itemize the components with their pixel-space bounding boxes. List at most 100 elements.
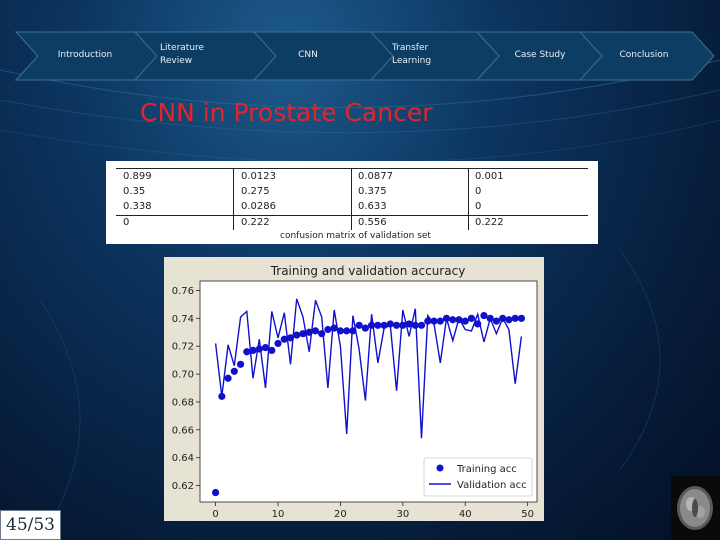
table-row: 0.899 0.0123 0.0877 0.001	[106, 171, 598, 184]
data-point-training	[318, 330, 326, 338]
table-cell: 0.35	[123, 186, 146, 197]
data-point-training	[343, 327, 351, 335]
column-divider	[351, 168, 352, 230]
table-top-rule	[116, 168, 588, 169]
data-point-training	[374, 321, 382, 329]
data-point-training	[430, 317, 438, 325]
series-line-validation	[214, 298, 523, 439]
y-tick-label: 0.66	[172, 425, 194, 436]
data-point-training	[449, 316, 457, 324]
table-cell: 0.0286	[241, 201, 276, 212]
data-point-training	[411, 321, 419, 329]
chart-title: Training and validation accuracy	[270, 264, 466, 278]
data-point-training	[517, 314, 525, 322]
data-point-training	[243, 348, 251, 356]
data-point-training	[436, 317, 444, 325]
data-point-training	[392, 321, 401, 329]
x-axis: 0 10 20 30 40 50	[212, 502, 534, 520]
table-row: 0 0.222 0.556 0.222	[106, 217, 598, 230]
y-tick-label: 0.62	[172, 481, 194, 492]
table-cell: 0	[123, 217, 130, 228]
data-point-training	[386, 320, 394, 328]
data-point-training	[324, 325, 332, 334]
data-point-training	[311, 327, 320, 335]
data-point-training	[467, 314, 476, 322]
data-point-training	[442, 314, 451, 322]
data-point-training	[511, 314, 519, 322]
data-point-training	[286, 334, 295, 342]
nav-chevron-conclusion[interactable]	[578, 31, 715, 81]
data-point-training	[268, 346, 276, 354]
table-cell: 0.899	[123, 171, 152, 182]
section-navigation: Introduction Literature Review CNN Trans…	[0, 0, 720, 110]
table-mid-rule	[116, 215, 588, 216]
data-point-training	[336, 327, 345, 335]
x-tick-label: 0	[212, 509, 218, 520]
data-point-training	[474, 320, 482, 328]
data-point-training	[330, 324, 338, 332]
data-point-training	[299, 330, 307, 338]
data-point-training	[355, 321, 363, 329]
data-point-training	[399, 321, 407, 329]
nav-label-literature-review[interactable]: Literature Review	[160, 43, 205, 66]
y-tick-label: 0.76	[172, 286, 194, 297]
data-point-training	[486, 314, 494, 322]
data-point-training	[224, 374, 232, 382]
column-divider	[468, 168, 469, 230]
data-point-training	[280, 335, 288, 343]
table-cell: 0.0123	[241, 171, 276, 182]
x-tick-label: 40	[459, 509, 472, 520]
brain-scan-image	[671, 476, 720, 540]
nav-label-case-study[interactable]: Case Study	[514, 50, 566, 60]
table-cell: 0.222	[475, 217, 504, 228]
y-tick-label: 0.70	[172, 370, 194, 381]
table-cell: 0	[475, 186, 482, 197]
x-tick-label: 50	[521, 509, 534, 520]
table-cell: 0.0877	[358, 171, 393, 182]
x-tick-label: 20	[334, 509, 347, 520]
table-row: 0.338 0.0286 0.633 0	[106, 201, 598, 214]
nav-chevrons	[14, 31, 715, 81]
y-axis: 0.62 0.64 0.66 0.68 0.70 0.72 0.74 0.76	[172, 286, 200, 492]
data-point-training	[349, 327, 357, 335]
nav-label-introduction[interactable]: Introduction	[57, 50, 113, 60]
data-point-training	[499, 314, 507, 322]
data-point-training	[261, 344, 270, 352]
nav-label-conclusion[interactable]: Conclusion	[619, 50, 669, 60]
table-cell: 0.275	[241, 186, 270, 197]
data-point-training	[455, 316, 463, 324]
data-point-training	[212, 488, 220, 497]
nav-label-cnn[interactable]: CNN	[298, 50, 318, 60]
y-tick-label: 0.74	[172, 314, 194, 325]
data-point-training	[424, 317, 432, 325]
table-cell: 0.375	[358, 186, 387, 197]
legend-marker-training	[436, 464, 444, 472]
data-point-training	[218, 392, 226, 400]
chart-legend: Training acc Validation acc	[423, 457, 533, 497]
table-cell: 0.222	[241, 217, 270, 228]
data-point-training	[236, 360, 245, 368]
table-cell: 0.338	[123, 201, 152, 212]
table-cell: 0	[475, 201, 482, 212]
data-point-training	[380, 321, 388, 329]
data-point-training	[230, 367, 238, 375]
legend-label-training: Training acc	[456, 464, 517, 475]
data-point-training	[417, 321, 426, 329]
data-point-training	[274, 339, 282, 348]
data-point-training	[361, 324, 369, 332]
accuracy-chart: Training and validation accuracy 0.62 0.6…	[172, 264, 538, 520]
y-tick-label: 0.72	[172, 342, 194, 353]
data-point-training	[461, 317, 469, 325]
legend-label-validation: Validation acc	[457, 480, 527, 491]
accuracy-chart-panel: Training and validation accuracy 0.62 0.6…	[164, 257, 544, 521]
nav-label-transfer-learning[interactable]: Transfer Learning	[392, 43, 432, 66]
legend-box	[423, 457, 533, 497]
data-point-training	[368, 321, 376, 329]
data-point-training	[293, 331, 301, 339]
x-tick-label: 10	[272, 509, 285, 520]
data-point-training	[405, 320, 413, 328]
column-divider	[233, 168, 234, 230]
table-cell: 0.556	[358, 217, 387, 228]
data-point-training	[505, 316, 513, 324]
data-point-training	[249, 346, 257, 354]
